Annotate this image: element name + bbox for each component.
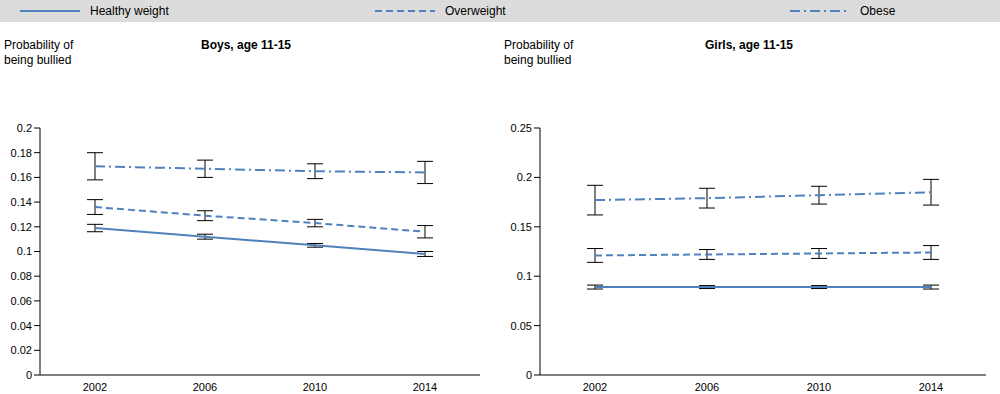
svg-text:0.04: 0.04 — [11, 320, 32, 332]
svg-text:0.18: 0.18 — [11, 147, 32, 159]
svg-text:2006: 2006 — [193, 381, 217, 393]
svg-text:2006: 2006 — [695, 381, 719, 393]
svg-text:0.08: 0.08 — [11, 270, 32, 282]
html-text:Overweight: Overweight — [445, 4, 506, 18]
html-text:Obese: Obese — [860, 4, 896, 18]
svg-text:0.02: 0.02 — [11, 344, 32, 356]
svg-text:0.12: 0.12 — [11, 221, 32, 233]
svg-text:2010: 2010 — [303, 381, 327, 393]
html-text:Probability of being bullied: Probability of being bullied — [504, 38, 574, 67]
svg-text:0.06: 0.06 — [11, 295, 32, 307]
svg-text:2010: 2010 — [807, 381, 831, 393]
svg-text:0.2: 0.2 — [517, 171, 532, 183]
svg-text:0.2: 0.2 — [17, 122, 32, 134]
svg-text:2014: 2014 — [413, 381, 437, 393]
svg-text:2014: 2014 — [919, 381, 943, 393]
html-text:Probability of being bullied: Probability of being bullied — [4, 38, 74, 67]
svg-text:0.05: 0.05 — [511, 320, 532, 332]
svg-text:0.1: 0.1 — [517, 270, 532, 282]
svg-text:0.14: 0.14 — [11, 196, 32, 208]
svg-text:0.1: 0.1 — [17, 245, 32, 257]
html-text:Healthy weight: Healthy weight — [90, 4, 169, 18]
svg-text:0.15: 0.15 — [511, 221, 532, 233]
svg-text:0: 0 — [26, 369, 32, 381]
html-text:Girls, age 11-15: Girls, age 11-15 — [705, 38, 793, 52]
svg-text:0.25: 0.25 — [511, 122, 532, 134]
html-text:Boys, age 11-15: Boys, age 11-15 — [201, 38, 291, 52]
svg-text:0: 0 — [526, 369, 532, 381]
svg-text:2002: 2002 — [83, 381, 107, 393]
svg-text:0.16: 0.16 — [11, 171, 32, 183]
svg-text:2002: 2002 — [583, 381, 607, 393]
